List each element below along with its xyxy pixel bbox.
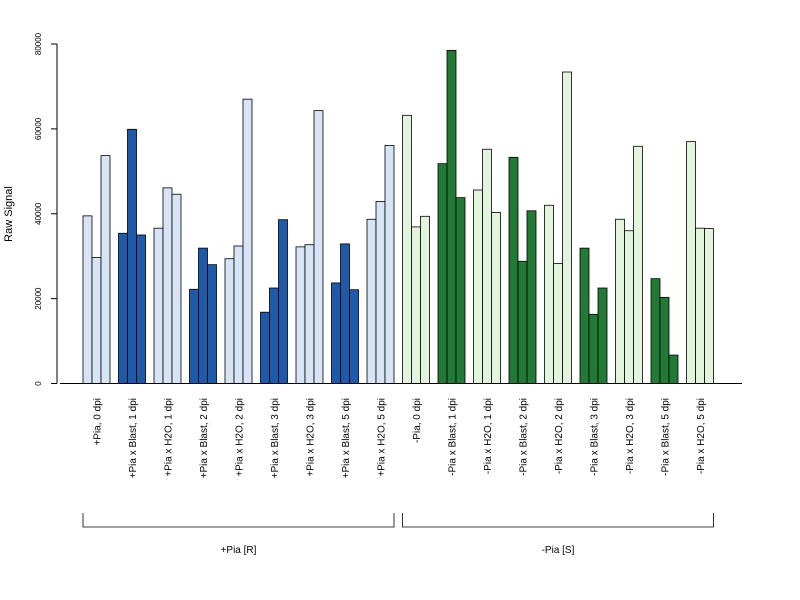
bar	[544, 204, 554, 384]
x-tick-label: +Pia x Blast, 1 dpi	[128, 398, 139, 478]
y-tick-label: 20000	[34, 287, 43, 310]
bar	[437, 163, 448, 384]
x-tick-label: +Pia x Blast, 5 dpi	[341, 398, 352, 478]
x-tick-label: +Pia x H2O, 1 dpi	[164, 398, 175, 477]
x-tick-label: +Pia x H2O, 3 dpi	[306, 398, 317, 477]
bar	[562, 71, 572, 384]
bar	[162, 187, 173, 384]
bar	[633, 145, 643, 384]
y-tick-label: 0	[34, 381, 43, 386]
x-tick-label: +Pia, 0 dpi	[93, 398, 104, 446]
bar	[278, 219, 288, 384]
bar	[340, 243, 350, 384]
bar	[233, 245, 244, 384]
bar	[91, 257, 102, 384]
bar	[260, 311, 270, 384]
bar	[455, 197, 466, 384]
x-tick-label: -Pia x H2O, 2 dpi	[554, 398, 565, 474]
x-tick-label: +Pia x H2O, 2 dpi	[235, 398, 246, 477]
y-tick-label: 80000	[34, 32, 43, 55]
x-tick-label: -Pia x H2O, 3 dpi	[625, 398, 636, 474]
bar	[482, 148, 492, 384]
x-tick-label: -Pia x Blast, 5 dpi	[661, 398, 672, 476]
bar	[686, 141, 696, 384]
x-tick-label: -Pia x H2O, 1 dpi	[483, 398, 494, 474]
bar	[588, 313, 599, 384]
bar	[446, 49, 457, 384]
bar	[668, 354, 679, 384]
bar	[375, 201, 386, 384]
bar	[384, 145, 395, 384]
bar	[624, 230, 634, 384]
bar	[659, 296, 670, 384]
bar	[517, 260, 528, 384]
bar	[402, 114, 412, 384]
group-label: -Pia [S]	[542, 545, 575, 556]
x-tick-label: -Pia x H2O, 5 dpi	[696, 398, 707, 474]
bar	[331, 282, 341, 384]
y-tick-label: 60000	[34, 117, 43, 140]
bar	[473, 189, 483, 384]
bar	[695, 227, 705, 384]
x-tick-label: -Pia x Blast, 1 dpi	[448, 398, 459, 476]
bar	[207, 264, 217, 384]
bar	[411, 226, 421, 384]
bar	[597, 287, 608, 384]
bar	[526, 210, 537, 384]
x-tick-label: -Pia x Blast, 3 dpi	[590, 398, 601, 476]
y-axis: 0 20000 40000 60000 80000	[34, 32, 58, 386]
x-tick-label: -Pia, 0 dpi	[412, 398, 423, 443]
y-tick-label: 40000	[34, 202, 43, 225]
group-bracket	[82, 513, 395, 528]
bar	[508, 156, 519, 384]
group-label: +Pia [R]	[221, 545, 257, 556]
bar	[242, 98, 253, 384]
bar	[349, 289, 359, 384]
bar	[704, 228, 714, 384]
bar	[295, 246, 306, 384]
bar	[304, 244, 315, 384]
bar	[269, 287, 279, 384]
x-tick-label: +Pia x H2O, 5 dpi	[377, 398, 388, 477]
x-tick-label: +Pia x Blast, 2 dpi	[199, 398, 210, 478]
x-tick-label: +Pia x Blast, 3 dpi	[270, 398, 281, 478]
bar	[650, 278, 661, 384]
bar	[615, 218, 625, 384]
bar	[100, 155, 111, 384]
bar	[491, 212, 501, 384]
bar	[153, 227, 164, 384]
bar	[118, 232, 128, 384]
bar	[136, 234, 146, 384]
y-axis-label: Raw Signal	[3, 186, 15, 242]
bars	[82, 49, 714, 384]
bar	[579, 247, 590, 384]
x-tick-labels: +Pia, 0 dpi +Pia x Blast, 1 dpi +Pia x H2O…	[93, 398, 708, 478]
bar	[82, 215, 93, 384]
bar	[224, 258, 235, 384]
bar	[313, 110, 324, 384]
bar	[553, 263, 563, 384]
x-tick-label: -Pia x Blast, 2 dpi	[519, 398, 530, 476]
bar	[420, 215, 430, 384]
bar	[171, 193, 182, 384]
bar	[366, 218, 377, 384]
group-brackets: +Pia [R] -Pia [S]	[82, 513, 714, 556]
bar	[127, 128, 137, 384]
bar	[198, 247, 208, 384]
bar	[189, 288, 199, 384]
group-bracket	[402, 513, 714, 528]
